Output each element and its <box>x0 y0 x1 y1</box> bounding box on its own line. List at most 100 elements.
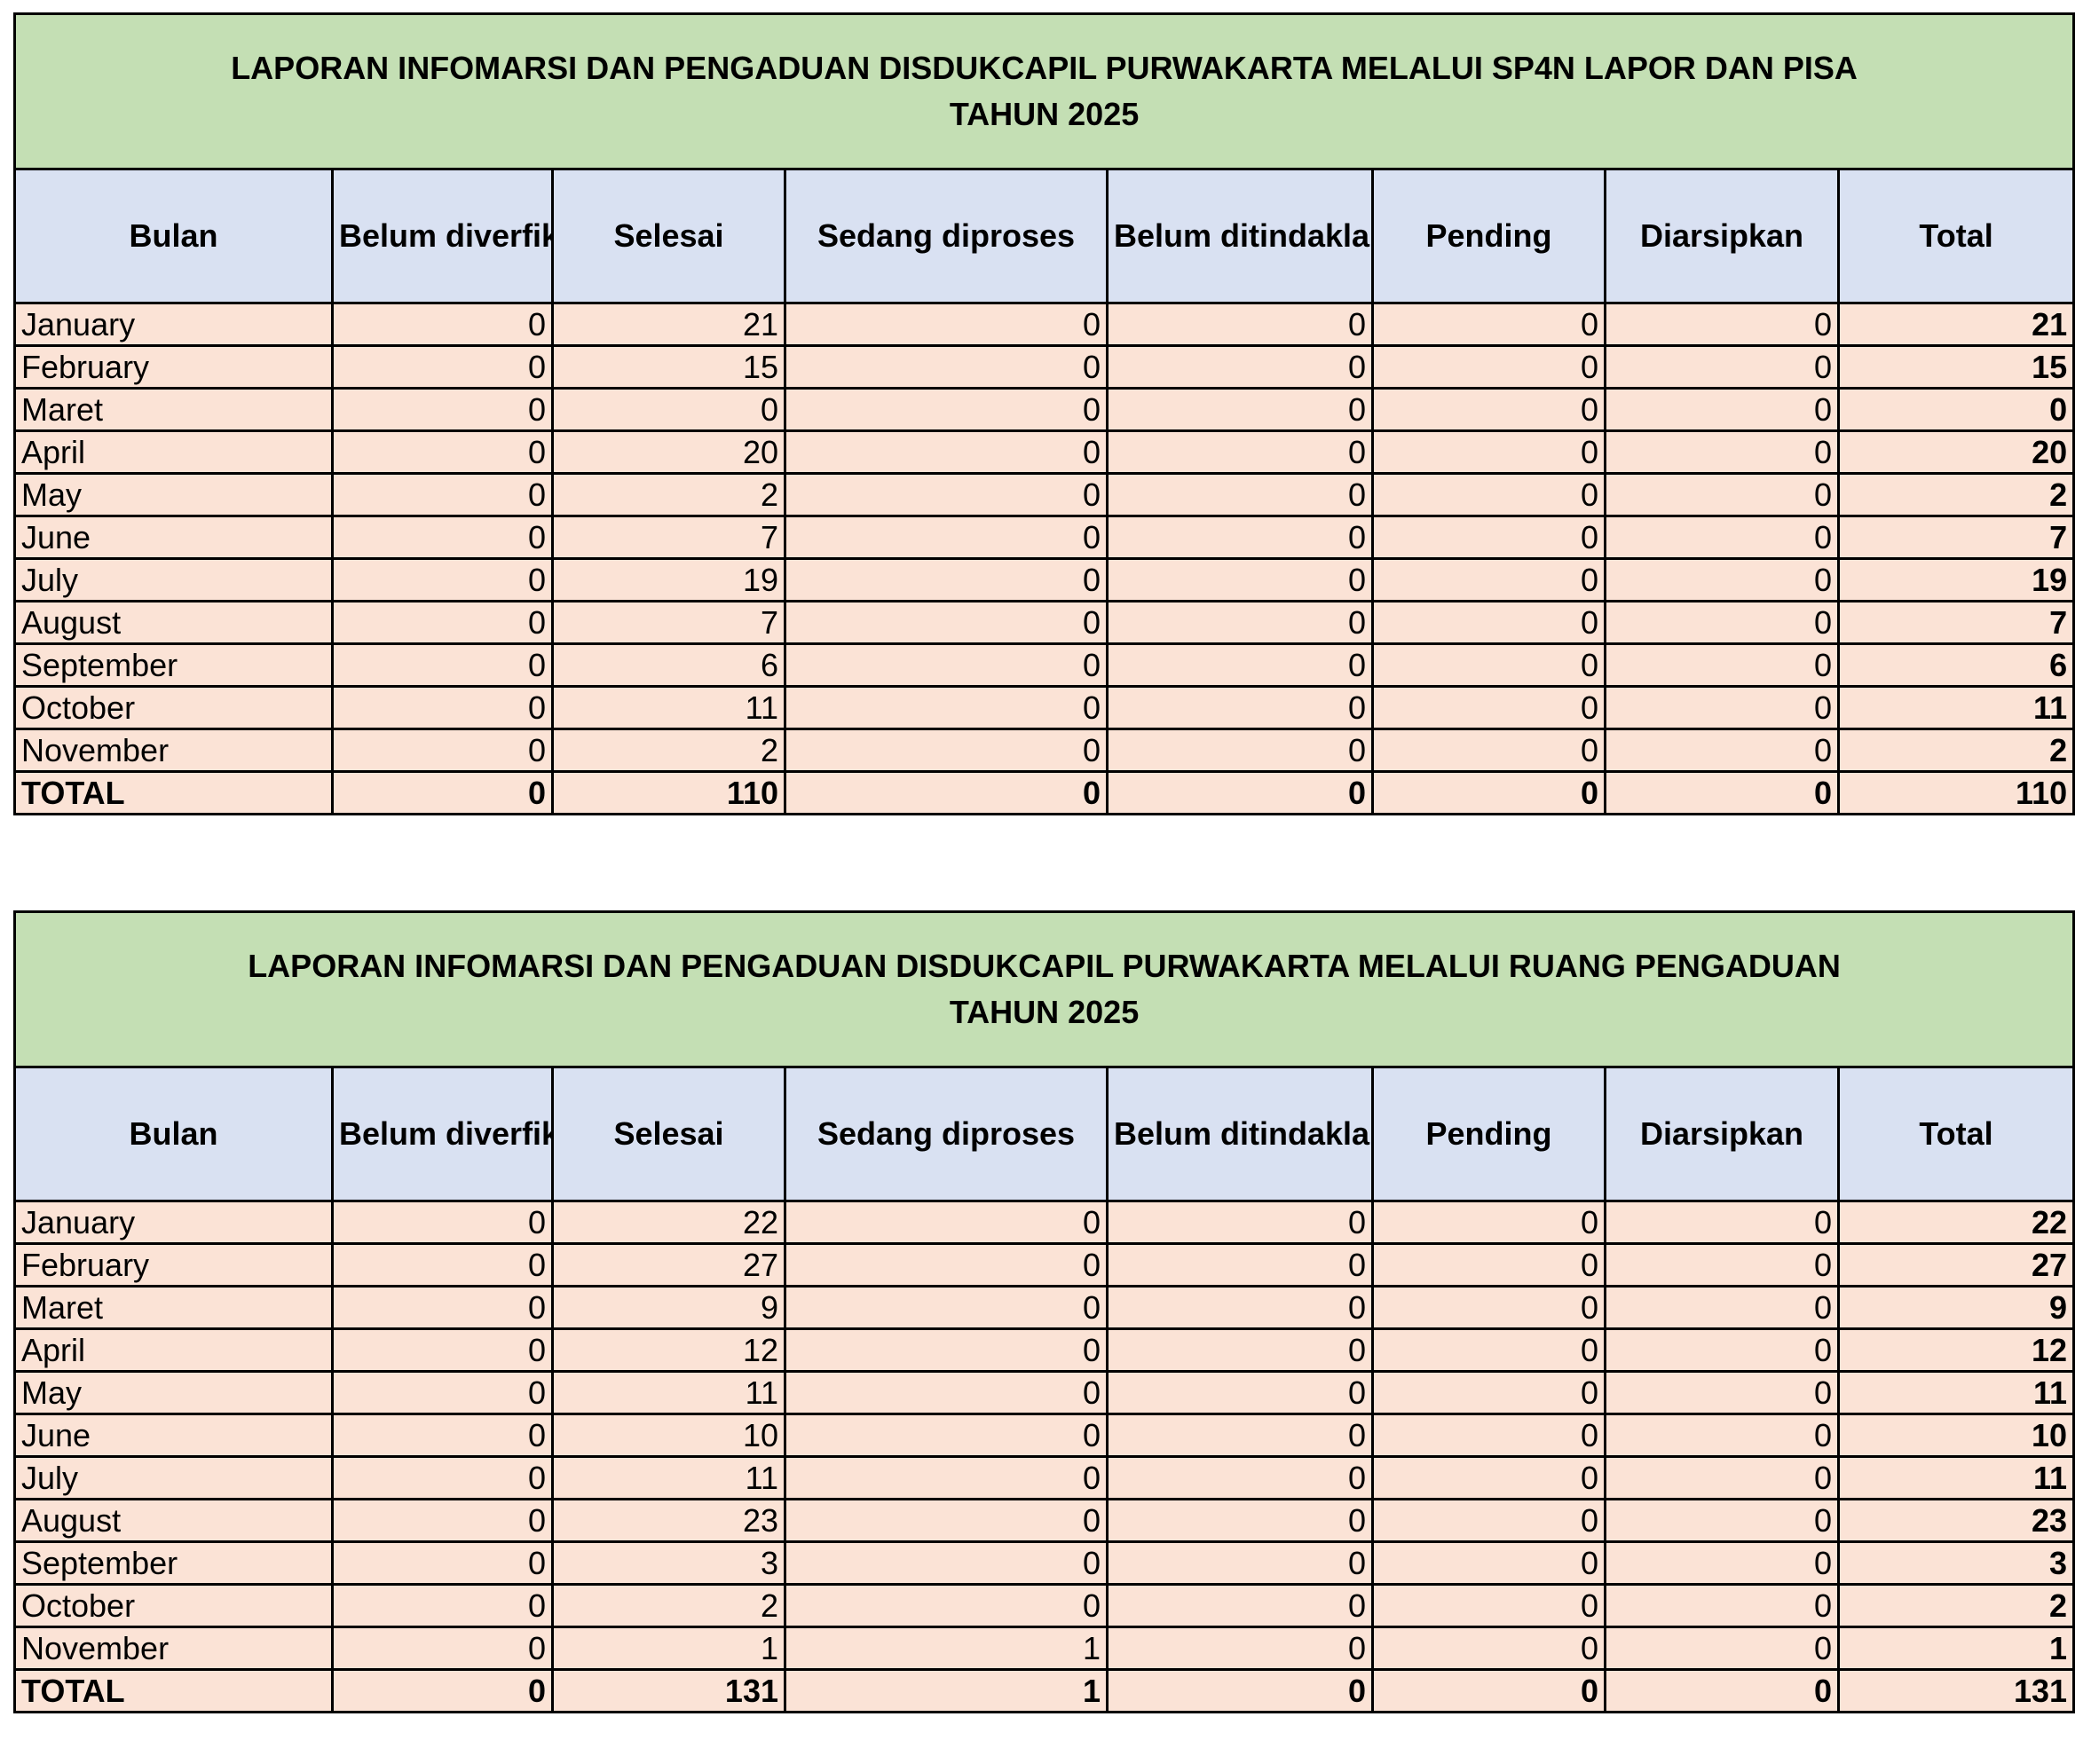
value-cell: 0 <box>1106 1498 1374 1543</box>
table-row: April 0 12 0 0 0 0 12 <box>13 1327 2076 1373</box>
value-cell: 22 <box>1836 1200 2076 1245</box>
value-cell: 0 <box>1106 1626 1374 1671</box>
value-cell: 0 <box>551 387 786 432</box>
value-cell: 0 <box>331 1327 554 1373</box>
value-cell: 0 <box>1371 1242 1606 1288</box>
value-cell: 0 <box>331 1413 554 1458</box>
month-cell: June <box>13 1413 334 1458</box>
value-cell: 2 <box>1836 728 2076 773</box>
value-cell: 11 <box>551 1370 786 1415</box>
value-cell: 7 <box>1836 515 2076 560</box>
column-header: Bulan <box>13 1066 334 1202</box>
value-cell: 0 <box>784 685 1109 730</box>
month-cell: November <box>13 1626 334 1671</box>
value-cell: 27 <box>1836 1242 2076 1288</box>
value-cell: 0 <box>1371 770 1606 815</box>
value-cell: 0 <box>784 302 1109 347</box>
value-cell: 0 <box>1371 1583 1606 1628</box>
value-cell: 0 <box>331 429 554 475</box>
value-cell: 0 <box>331 515 554 560</box>
value-cell: 0 <box>1106 600 1374 645</box>
value-cell: 11 <box>1836 1455 2076 1500</box>
value-cell: 0 <box>1604 1327 1840 1373</box>
value-cell: 19 <box>1836 557 2076 602</box>
month-cell: July <box>13 557 334 602</box>
value-cell: 0 <box>1604 557 1840 602</box>
table-title: LAPORAN INFOMARSI DAN PENGADUAN DISDUKCA… <box>12 910 2076 1068</box>
report-table-sp4n: LAPORAN INFOMARSI DAN PENGADUAN DISDUKCA… <box>12 12 2076 815</box>
value-cell: 0 <box>1106 1200 1374 1245</box>
value-cell: 0 <box>784 344 1109 390</box>
value-cell: 0 <box>784 1200 1109 1245</box>
table-row: August 0 23 0 0 0 0 23 <box>13 1498 2076 1543</box>
value-cell: 0 <box>1106 515 1374 560</box>
value-cell: 0 <box>331 1285 554 1330</box>
value-cell: 0 <box>1836 387 2076 432</box>
value-cell: 0 <box>1604 770 1840 815</box>
value-cell: 0 <box>331 472 554 517</box>
value-cell: 1 <box>551 1626 786 1671</box>
value-cell: 11 <box>1836 1370 2076 1415</box>
value-cell: 3 <box>551 1540 786 1586</box>
column-header: Diarsipkan <box>1604 1066 1840 1202</box>
value-cell: 19 <box>551 557 786 602</box>
title-line-1: LAPORAN INFOMARSI DAN PENGADUAN DISDUKCA… <box>248 948 1841 984</box>
value-cell: 0 <box>1371 728 1606 773</box>
total-row: TOTAL 0 110 0 0 0 0 110 <box>13 770 2076 815</box>
value-cell: 0 <box>1604 344 1840 390</box>
value-cell: 21 <box>551 302 786 347</box>
table-row: April 0 20 0 0 0 0 20 <box>13 429 2076 475</box>
month-cell: September <box>13 1540 334 1586</box>
value-cell: 0 <box>1604 387 1840 432</box>
value-cell: 0 <box>1604 728 1840 773</box>
value-cell: 7 <box>1836 600 2076 645</box>
value-cell: 0 <box>1604 1498 1840 1543</box>
month-cell: May <box>13 1370 334 1415</box>
value-cell: 11 <box>1836 685 2076 730</box>
month-cell: October <box>13 1583 334 1628</box>
month-cell: April <box>13 1327 334 1373</box>
value-cell: 0 <box>1604 1583 1840 1628</box>
value-cell: 1 <box>784 1668 1109 1713</box>
month-cell: Maret <box>13 387 334 432</box>
value-cell: 0 <box>784 1583 1109 1628</box>
value-cell: 0 <box>1371 472 1606 517</box>
column-header: Sedang diproses <box>784 1066 1109 1202</box>
title-line-2: TAHUN 2025 <box>949 994 1140 1030</box>
month-cell: February <box>13 1242 334 1288</box>
value-cell: 0 <box>331 557 554 602</box>
value-cell: 0 <box>331 685 554 730</box>
value-cell: 0 <box>1106 1413 1374 1458</box>
table-row: November 0 1 1 0 0 0 1 <box>13 1626 2076 1671</box>
value-cell: 0 <box>331 600 554 645</box>
table-row: Maret 0 9 0 0 0 0 9 <box>13 1285 2076 1330</box>
value-cell: 0 <box>784 770 1109 815</box>
value-cell: 0 <box>784 728 1109 773</box>
value-cell: 0 <box>1106 770 1374 815</box>
value-cell: 21 <box>1836 302 2076 347</box>
value-cell: 0 <box>1371 1413 1606 1458</box>
value-cell: 0 <box>1604 685 1840 730</box>
table-row: Maret 0 0 0 0 0 0 0 <box>13 387 2076 432</box>
month-cell: August <box>13 1498 334 1543</box>
value-cell: 27 <box>551 1242 786 1288</box>
column-header: Bulan <box>13 168 334 304</box>
month-cell: May <box>13 472 334 517</box>
value-cell: 0 <box>1106 429 1374 475</box>
value-cell: 0 <box>1371 1285 1606 1330</box>
value-cell: 10 <box>1836 1413 2076 1458</box>
value-cell: 0 <box>1371 600 1606 645</box>
value-cell: 0 <box>1106 387 1374 432</box>
value-cell: 15 <box>551 344 786 390</box>
value-cell: 0 <box>784 1285 1109 1330</box>
value-cell: 7 <box>551 515 786 560</box>
value-cell: 0 <box>1106 1668 1374 1713</box>
value-cell: 0 <box>1371 1668 1606 1713</box>
month-cell: November <box>13 728 334 773</box>
value-cell: 0 <box>1106 1540 1374 1586</box>
value-cell: 0 <box>784 1327 1109 1373</box>
column-header: Total <box>1836 1066 2076 1202</box>
value-cell: 0 <box>784 387 1109 432</box>
table-row: November 0 2 0 0 0 0 2 <box>13 728 2076 773</box>
value-cell: 0 <box>1106 1583 1374 1628</box>
